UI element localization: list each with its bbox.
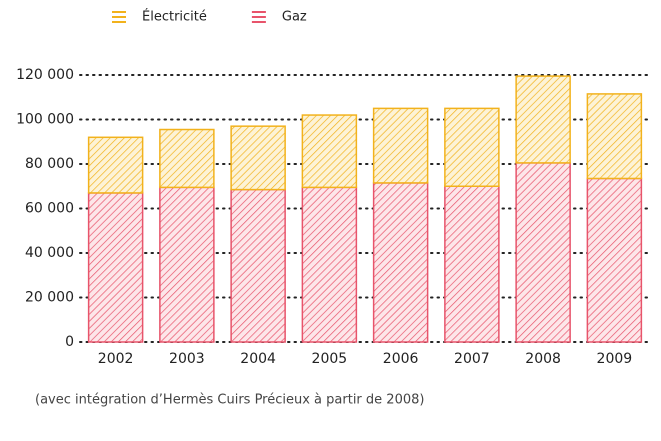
x-tick-label: 2003 — [169, 351, 205, 367]
bar-segment — [515, 75, 571, 164]
bar-segment — [444, 107, 500, 187]
x-tick-label: 2005 — [312, 351, 348, 367]
bar-segment — [230, 125, 286, 191]
x-tick-label: 2006 — [383, 351, 419, 367]
x-tick-label: 2007 — [454, 351, 490, 367]
bar-segment — [586, 93, 643, 180]
y-tick-label: 100 000 — [16, 112, 74, 128]
footnote: (avec intégration d’Hermès Cuirs Précieu… — [35, 393, 424, 408]
bar-segment — [301, 114, 358, 189]
legend-label: Électricité — [142, 9, 207, 25]
x-tick-label: 2008 — [525, 351, 561, 367]
bar-segment — [372, 182, 429, 343]
bar-segment — [159, 186, 215, 343]
bar-segment — [301, 186, 358, 343]
bar-segment — [372, 107, 429, 184]
y-tick-label: 20 000 — [25, 290, 74, 306]
bar-segment — [515, 162, 571, 343]
x-tick-label: 2004 — [240, 351, 276, 367]
x-tick-label: 2002 — [98, 351, 134, 367]
bar-segment — [586, 177, 643, 343]
x-tick-label: 2009 — [597, 351, 633, 367]
bar-segment — [444, 185, 500, 343]
y-tick-label: 120 000 — [16, 67, 74, 83]
bar-segment — [87, 192, 144, 343]
y-tick-label: 0 — [65, 334, 74, 350]
legend-label: Gaz — [282, 10, 307, 25]
y-tick-label: 60 000 — [25, 201, 74, 217]
bar-segment — [230, 188, 286, 343]
bar-segment — [87, 136, 144, 194]
bar-segment — [159, 128, 215, 189]
y-tick-label: 80 000 — [25, 156, 74, 172]
y-tick-label: 40 000 — [25, 245, 74, 261]
